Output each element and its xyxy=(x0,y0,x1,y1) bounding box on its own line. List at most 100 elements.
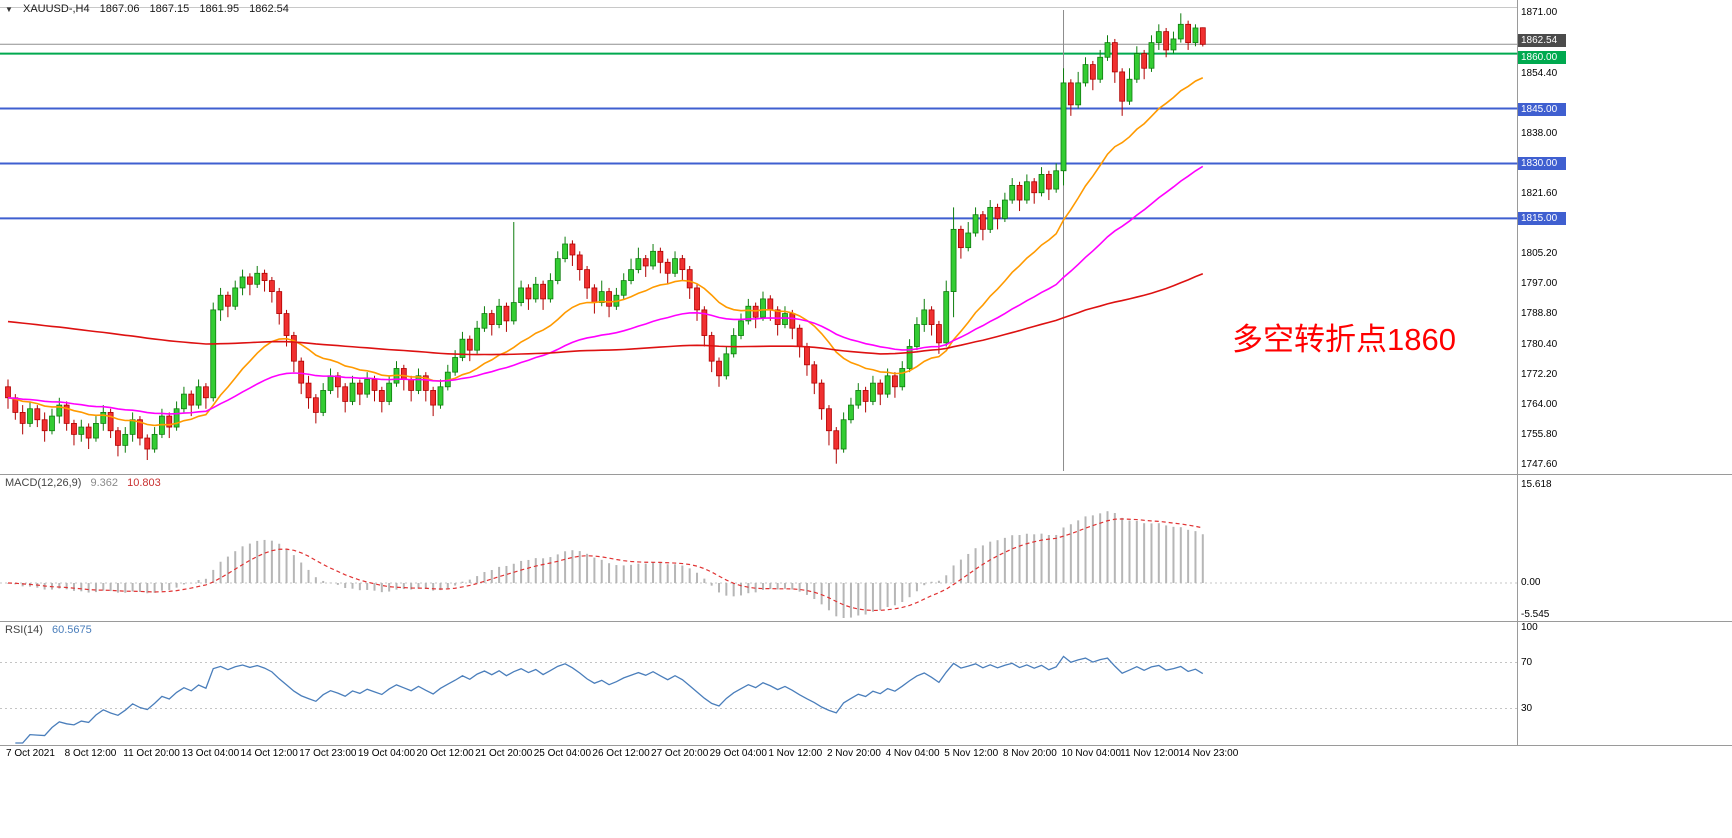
candle-body-down xyxy=(276,291,283,314)
candle-body-up xyxy=(27,408,33,424)
macd-histogram-bar xyxy=(1113,513,1116,583)
candle-body-up xyxy=(78,426,85,435)
candle-body-down xyxy=(789,313,796,329)
macd-histogram-bar xyxy=(1187,529,1190,583)
candle-body-up xyxy=(1126,78,1133,102)
macd-histogram-bar xyxy=(395,583,398,590)
macd-histogram-bar xyxy=(322,580,325,583)
candle-body-up xyxy=(870,382,876,402)
macd-histogram-bar xyxy=(153,583,156,593)
candle-body-up xyxy=(730,335,737,355)
macd-histogram-bar xyxy=(923,583,926,586)
candle-body-up xyxy=(943,291,950,344)
macd-histogram-bar xyxy=(212,569,215,583)
candle-body-down xyxy=(576,254,583,271)
candle-body-up xyxy=(1097,56,1104,80)
macd-histogram-bar xyxy=(278,543,281,583)
candle-body-up xyxy=(459,338,466,358)
candle-body-down xyxy=(378,390,385,402)
macd-histogram-bar xyxy=(1025,533,1028,583)
macd-histogram-bar xyxy=(1047,535,1050,583)
candle-body-up xyxy=(884,375,891,395)
candle-body-up xyxy=(129,419,136,435)
macd-histogram-bar xyxy=(234,551,237,583)
candle-body-down xyxy=(1016,185,1023,201)
macd-histogram-bar xyxy=(827,583,830,611)
macd-histogram-bar xyxy=(630,564,633,583)
macd-histogram-bar xyxy=(908,583,911,598)
candle-body-down xyxy=(115,430,121,446)
candle-body-down xyxy=(1141,53,1148,69)
candle-body-up xyxy=(173,408,180,428)
candle-body-up xyxy=(327,375,334,391)
macd-histogram-bar xyxy=(336,583,339,585)
macd-histogram-bar xyxy=(527,559,530,583)
macd-histogram-bar xyxy=(783,583,786,589)
candle-body-up xyxy=(1060,82,1067,172)
candle-body-down xyxy=(979,214,986,230)
candle-body-up xyxy=(210,309,217,399)
candle-body-up xyxy=(481,313,488,329)
macd-histogram-bar xyxy=(373,583,376,591)
candle-body-up xyxy=(840,419,847,450)
macd-histogram-bar xyxy=(454,583,457,586)
macd-histogram-bar xyxy=(1099,513,1102,583)
macd-histogram-bar xyxy=(725,583,728,596)
candle-body-up xyxy=(122,433,129,446)
candle-body-down xyxy=(1199,27,1206,45)
candle-body-up xyxy=(364,379,371,395)
macd-histogram-bar xyxy=(1157,523,1160,583)
candle-body-down xyxy=(261,272,268,282)
macd-histogram-bar xyxy=(512,563,515,583)
candle-body-up xyxy=(239,276,246,289)
macd-histogram-bar xyxy=(864,583,867,615)
candle-body-down xyxy=(694,287,700,311)
candle-body-up xyxy=(987,206,994,230)
macd-histogram-bar xyxy=(351,583,354,589)
macd-histogram-bar xyxy=(307,569,310,583)
candle-body-up xyxy=(906,346,913,369)
macd-histogram-bar xyxy=(732,583,735,597)
macd-indicator-label: MACD(12,26,9) 9.362 10.803 xyxy=(5,477,167,489)
candle-body-up xyxy=(782,313,788,325)
candle-body-down xyxy=(203,386,209,399)
macd-histogram-bar xyxy=(292,555,295,583)
macd-histogram-bar xyxy=(270,540,273,583)
candle-body-up xyxy=(745,305,752,322)
macd-histogram-bar xyxy=(857,583,860,616)
rsi-line xyxy=(15,655,1204,744)
rsi-name: RSI(14) xyxy=(5,624,43,636)
macd-histogram-bar xyxy=(344,583,347,588)
macd-histogram-bar xyxy=(1003,537,1006,583)
macd-histogram-bar xyxy=(21,583,24,587)
macd-histogram-bar xyxy=(476,576,479,583)
candle-body-down xyxy=(408,379,415,391)
candle-body-down xyxy=(400,368,407,380)
candle-body-up xyxy=(496,305,503,325)
candle-body-up xyxy=(738,320,744,336)
candle-body-down xyxy=(283,313,290,336)
candle-body-down xyxy=(246,276,253,285)
rsi-indicator-label: RSI(14) 60.5675 xyxy=(5,624,98,636)
ohlc-low: 1861.95 xyxy=(199,3,240,15)
macd-histogram-bar xyxy=(446,583,449,589)
macd-histogram-bar xyxy=(175,583,178,588)
candle-body-up xyxy=(562,243,568,260)
macd-histogram-bar xyxy=(80,583,83,592)
chart-dropdown-icon[interactable]: ▼ xyxy=(5,5,13,14)
macd-histogram-bar xyxy=(1172,526,1175,583)
candle-body-up xyxy=(254,272,261,285)
candle-body-down xyxy=(928,309,935,325)
macd-histogram-bar xyxy=(204,578,207,583)
candle-body-down xyxy=(290,335,297,362)
macd-histogram-bar xyxy=(556,554,559,583)
macd-histogram-bar xyxy=(72,583,75,591)
macd-histogram-bar xyxy=(937,580,940,583)
macd-histogram-bar xyxy=(659,562,662,583)
candle-body-down xyxy=(34,408,41,421)
candle-body-down xyxy=(107,412,114,432)
macd-histogram-bar xyxy=(182,583,185,585)
macd-histogram-bar xyxy=(791,583,794,590)
macd-histogram-bar xyxy=(1018,535,1021,583)
